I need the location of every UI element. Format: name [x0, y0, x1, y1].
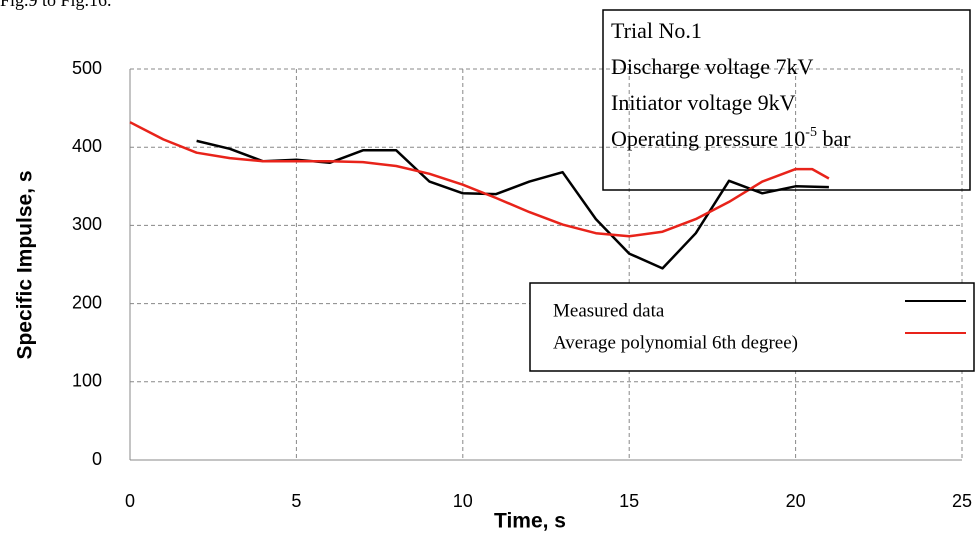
x-tick-label: 10: [453, 491, 473, 511]
annotation-part: bar: [817, 126, 851, 151]
caption: Fig.9 to Fig.16.: [0, 0, 112, 10]
legend-box: [529, 282, 975, 372]
y-tick-label: 200: [72, 292, 102, 312]
y-tick-label: 100: [72, 371, 102, 391]
y-tick-label: 400: [72, 136, 102, 156]
annotation-box: [602, 9, 971, 191]
annotation: Initiator voltage 9kV: [611, 90, 796, 115]
y-axis-title: Specific Impulse, s: [14, 170, 37, 359]
x-tick-label: 5: [291, 491, 301, 511]
annotation-part: Operating pressure 10: [611, 126, 805, 151]
y-tick-label: 0: [92, 449, 102, 469]
x-tick-label: 20: [786, 491, 806, 511]
annotation: Trial No.1: [611, 18, 702, 43]
series-line: [129, 121, 830, 238]
x-axis-title: Time, s: [494, 510, 566, 533]
annotation: Operating pressure 10-5 bar: [611, 125, 851, 151]
x-tick-label: 25: [952, 491, 972, 511]
annotation-part: Discharge voltage 7kV: [611, 54, 814, 79]
annotation-part: -5: [805, 125, 817, 140]
legend-label: Average polynomial 6th degree): [553, 332, 798, 353]
x-tick-label: 15: [619, 491, 639, 511]
legend-label: Measured data: [553, 300, 665, 321]
x-tick-label: 0: [125, 491, 135, 511]
y-tick-label: 500: [72, 58, 102, 78]
annotation-part: Trial No.1: [611, 18, 702, 43]
annotation: Discharge voltage 7kV: [611, 54, 814, 79]
y-tick-label: 300: [72, 214, 102, 234]
annotation-part: Initiator voltage 9kV: [611, 90, 796, 115]
